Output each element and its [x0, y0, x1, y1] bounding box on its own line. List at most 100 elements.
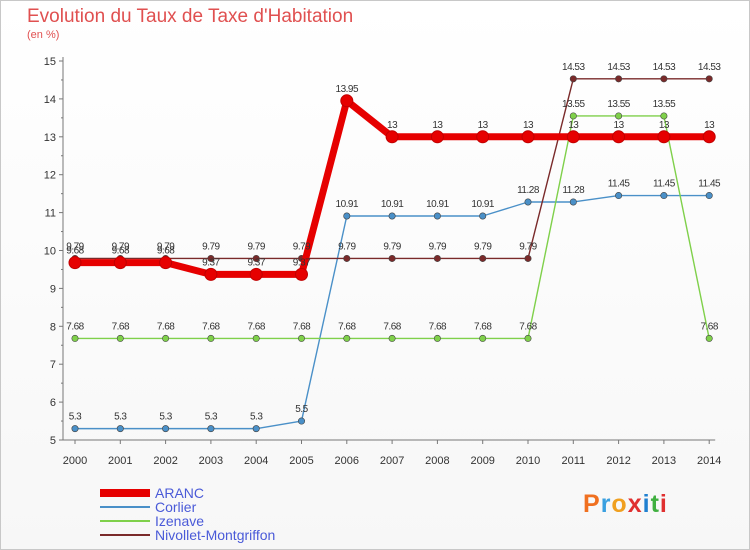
- data-label: 9.79: [293, 241, 311, 252]
- logo-letter: P: [583, 490, 601, 518]
- data-label: 9.79: [66, 241, 84, 252]
- data-point: [388, 334, 396, 342]
- x-tick-label: 2012: [606, 455, 630, 467]
- data-point: [297, 334, 305, 342]
- data-label: 10.91: [471, 199, 494, 210]
- data-point: [388, 212, 396, 220]
- data-label: 10.91: [336, 199, 359, 210]
- data-label: 14.53: [698, 62, 721, 73]
- data-label: 9.68: [157, 246, 175, 257]
- data-point: [479, 254, 487, 262]
- data-point: [388, 254, 396, 262]
- data-point: [615, 112, 623, 120]
- data-label: 7.68: [519, 321, 537, 332]
- data-point: [207, 254, 215, 262]
- data-label: 9.37: [293, 257, 311, 268]
- data-point: [476, 130, 490, 144]
- data-point: [615, 192, 623, 200]
- x-tick-label: 2004: [244, 455, 268, 467]
- data-label: 11.28: [517, 185, 540, 196]
- x-tick-label: 2006: [335, 455, 359, 467]
- data-point: [340, 94, 354, 108]
- logo-letter: x: [627, 490, 643, 518]
- series-line-corlier: [74, 194, 710, 430]
- data-point: [162, 425, 170, 433]
- data-label: 13.55: [653, 99, 676, 110]
- x-tick-label: 2014: [697, 455, 721, 467]
- data-point: [204, 267, 218, 281]
- data-point: [660, 75, 668, 83]
- data-label: 11.45: [653, 179, 676, 190]
- data-point: [207, 334, 215, 342]
- data-point: [385, 130, 399, 144]
- data-point: [612, 130, 626, 144]
- data-point: [116, 425, 124, 433]
- data-label: 11.45: [698, 179, 721, 190]
- data-point: [660, 112, 668, 120]
- data-label: 5.3: [159, 412, 172, 423]
- x-tick-label: 2003: [199, 455, 223, 467]
- data-label: 7.68: [383, 321, 401, 332]
- data-label: 9.79: [383, 241, 401, 252]
- data-label: 9.79: [157, 241, 175, 252]
- data-label: 9.79: [202, 241, 220, 252]
- data-label: 13: [568, 120, 579, 131]
- data-label: 9.79: [474, 241, 492, 252]
- data-label: 7.68: [247, 321, 265, 332]
- data-label: 13: [432, 120, 443, 131]
- data-point: [430, 130, 444, 144]
- data-point: [162, 334, 170, 342]
- data-label: 13: [523, 120, 534, 131]
- logo-letter: t: [650, 490, 660, 518]
- legend-swatch: [100, 489, 150, 497]
- data-label: 14.53: [607, 62, 630, 73]
- data-point: [705, 334, 713, 342]
- data-point: [249, 267, 263, 281]
- data-label: 9.79: [338, 241, 356, 252]
- data-label: 9.37: [202, 257, 220, 268]
- data-label: 9.79: [247, 241, 265, 252]
- data-label: 13.95: [336, 84, 359, 95]
- data-label: 9.79: [519, 241, 537, 252]
- legend-swatch: [100, 506, 150, 508]
- y-tick-label: 15: [44, 56, 56, 68]
- data-point: [68, 256, 82, 270]
- x-tick-label: 2010: [516, 455, 540, 467]
- data-point: [252, 254, 260, 262]
- data-point: [524, 254, 532, 262]
- data-point: [252, 425, 260, 433]
- data-label: 7.68: [202, 321, 220, 332]
- logo-letter: o: [611, 490, 628, 518]
- y-axis-unit: (en %): [27, 29, 60, 41]
- data-label: 14.53: [653, 62, 676, 73]
- data-point: [521, 130, 535, 144]
- data-label: 7.68: [429, 321, 447, 332]
- data-label: 13.55: [607, 99, 630, 110]
- chart-title: Evolution du Taux de Taxe d'Habitation: [27, 6, 354, 27]
- y-tick-label: 10: [44, 246, 56, 258]
- data-point: [343, 212, 351, 220]
- data-label: 7.68: [157, 321, 175, 332]
- data-point: [159, 256, 173, 270]
- logo-letter: r: [600, 490, 612, 518]
- data-point: [207, 425, 215, 433]
- data-label: 7.68: [474, 321, 492, 332]
- y-tick-label: 13: [44, 132, 56, 144]
- data-point: [566, 130, 580, 144]
- data-point: [615, 75, 623, 83]
- data-label: 11.45: [608, 179, 631, 190]
- data-label: 7.68: [700, 321, 718, 332]
- legend-label: Nivollet-Montgriffon: [155, 527, 276, 543]
- data-point: [569, 112, 577, 120]
- data-label: 5.5: [295, 404, 308, 415]
- legend-swatch: [100, 520, 150, 522]
- data-point: [295, 267, 308, 281]
- x-tick-label: 2009: [470, 455, 494, 467]
- x-tick-label: 2005: [289, 455, 313, 467]
- data-point: [433, 212, 441, 220]
- x-tick-label: 2002: [153, 455, 177, 467]
- data-label: 9.37: [247, 257, 265, 268]
- data-label: 13: [387, 120, 398, 131]
